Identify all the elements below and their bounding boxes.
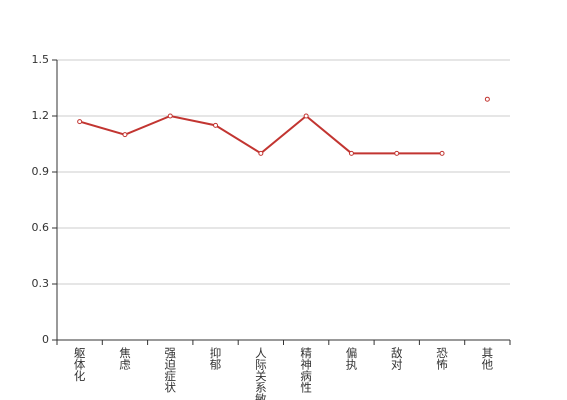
x-tick-label: 其他 [480, 347, 494, 370]
y-tick-label: 1.5 [32, 53, 50, 66]
x-tick-label: 恐怖 [435, 347, 449, 370]
x-tick-label: 偏执 [344, 346, 358, 371]
point [258, 150, 264, 156]
y-tick-label: 0.3 [32, 277, 50, 290]
y-tick-label: 0.6 [32, 221, 50, 234]
point [348, 150, 354, 156]
point [77, 119, 83, 125]
y-tick-label: 0 [42, 333, 49, 346]
point [439, 150, 445, 156]
point [213, 122, 219, 128]
x-tick-label: 焦虑 [118, 347, 132, 370]
x-tick-label: 精神病性 [299, 347, 313, 394]
point [303, 113, 309, 119]
point [122, 132, 128, 138]
x-tick-label: 敌对 [390, 346, 404, 370]
x-tick-label: 人际关系敏感 [254, 347, 268, 400]
x-tick-label: 强迫症状 [163, 347, 177, 393]
y-tick-label: 0.9 [32, 165, 50, 178]
x-tick-label: 抑郁 [209, 346, 223, 370]
point [167, 113, 173, 119]
line [79, 114, 443, 155]
x-tick-label: 躯体化 [73, 347, 87, 382]
point [484, 96, 490, 102]
y-tick-label: 1.2 [32, 109, 50, 122]
point [394, 150, 400, 156]
